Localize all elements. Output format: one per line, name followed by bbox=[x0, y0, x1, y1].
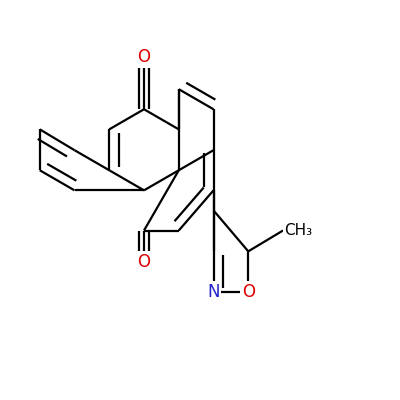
Text: O: O bbox=[138, 253, 150, 271]
Text: N: N bbox=[207, 282, 220, 300]
Text: O: O bbox=[242, 282, 255, 300]
Text: O: O bbox=[138, 48, 150, 66]
Text: CH₃: CH₃ bbox=[284, 223, 312, 238]
